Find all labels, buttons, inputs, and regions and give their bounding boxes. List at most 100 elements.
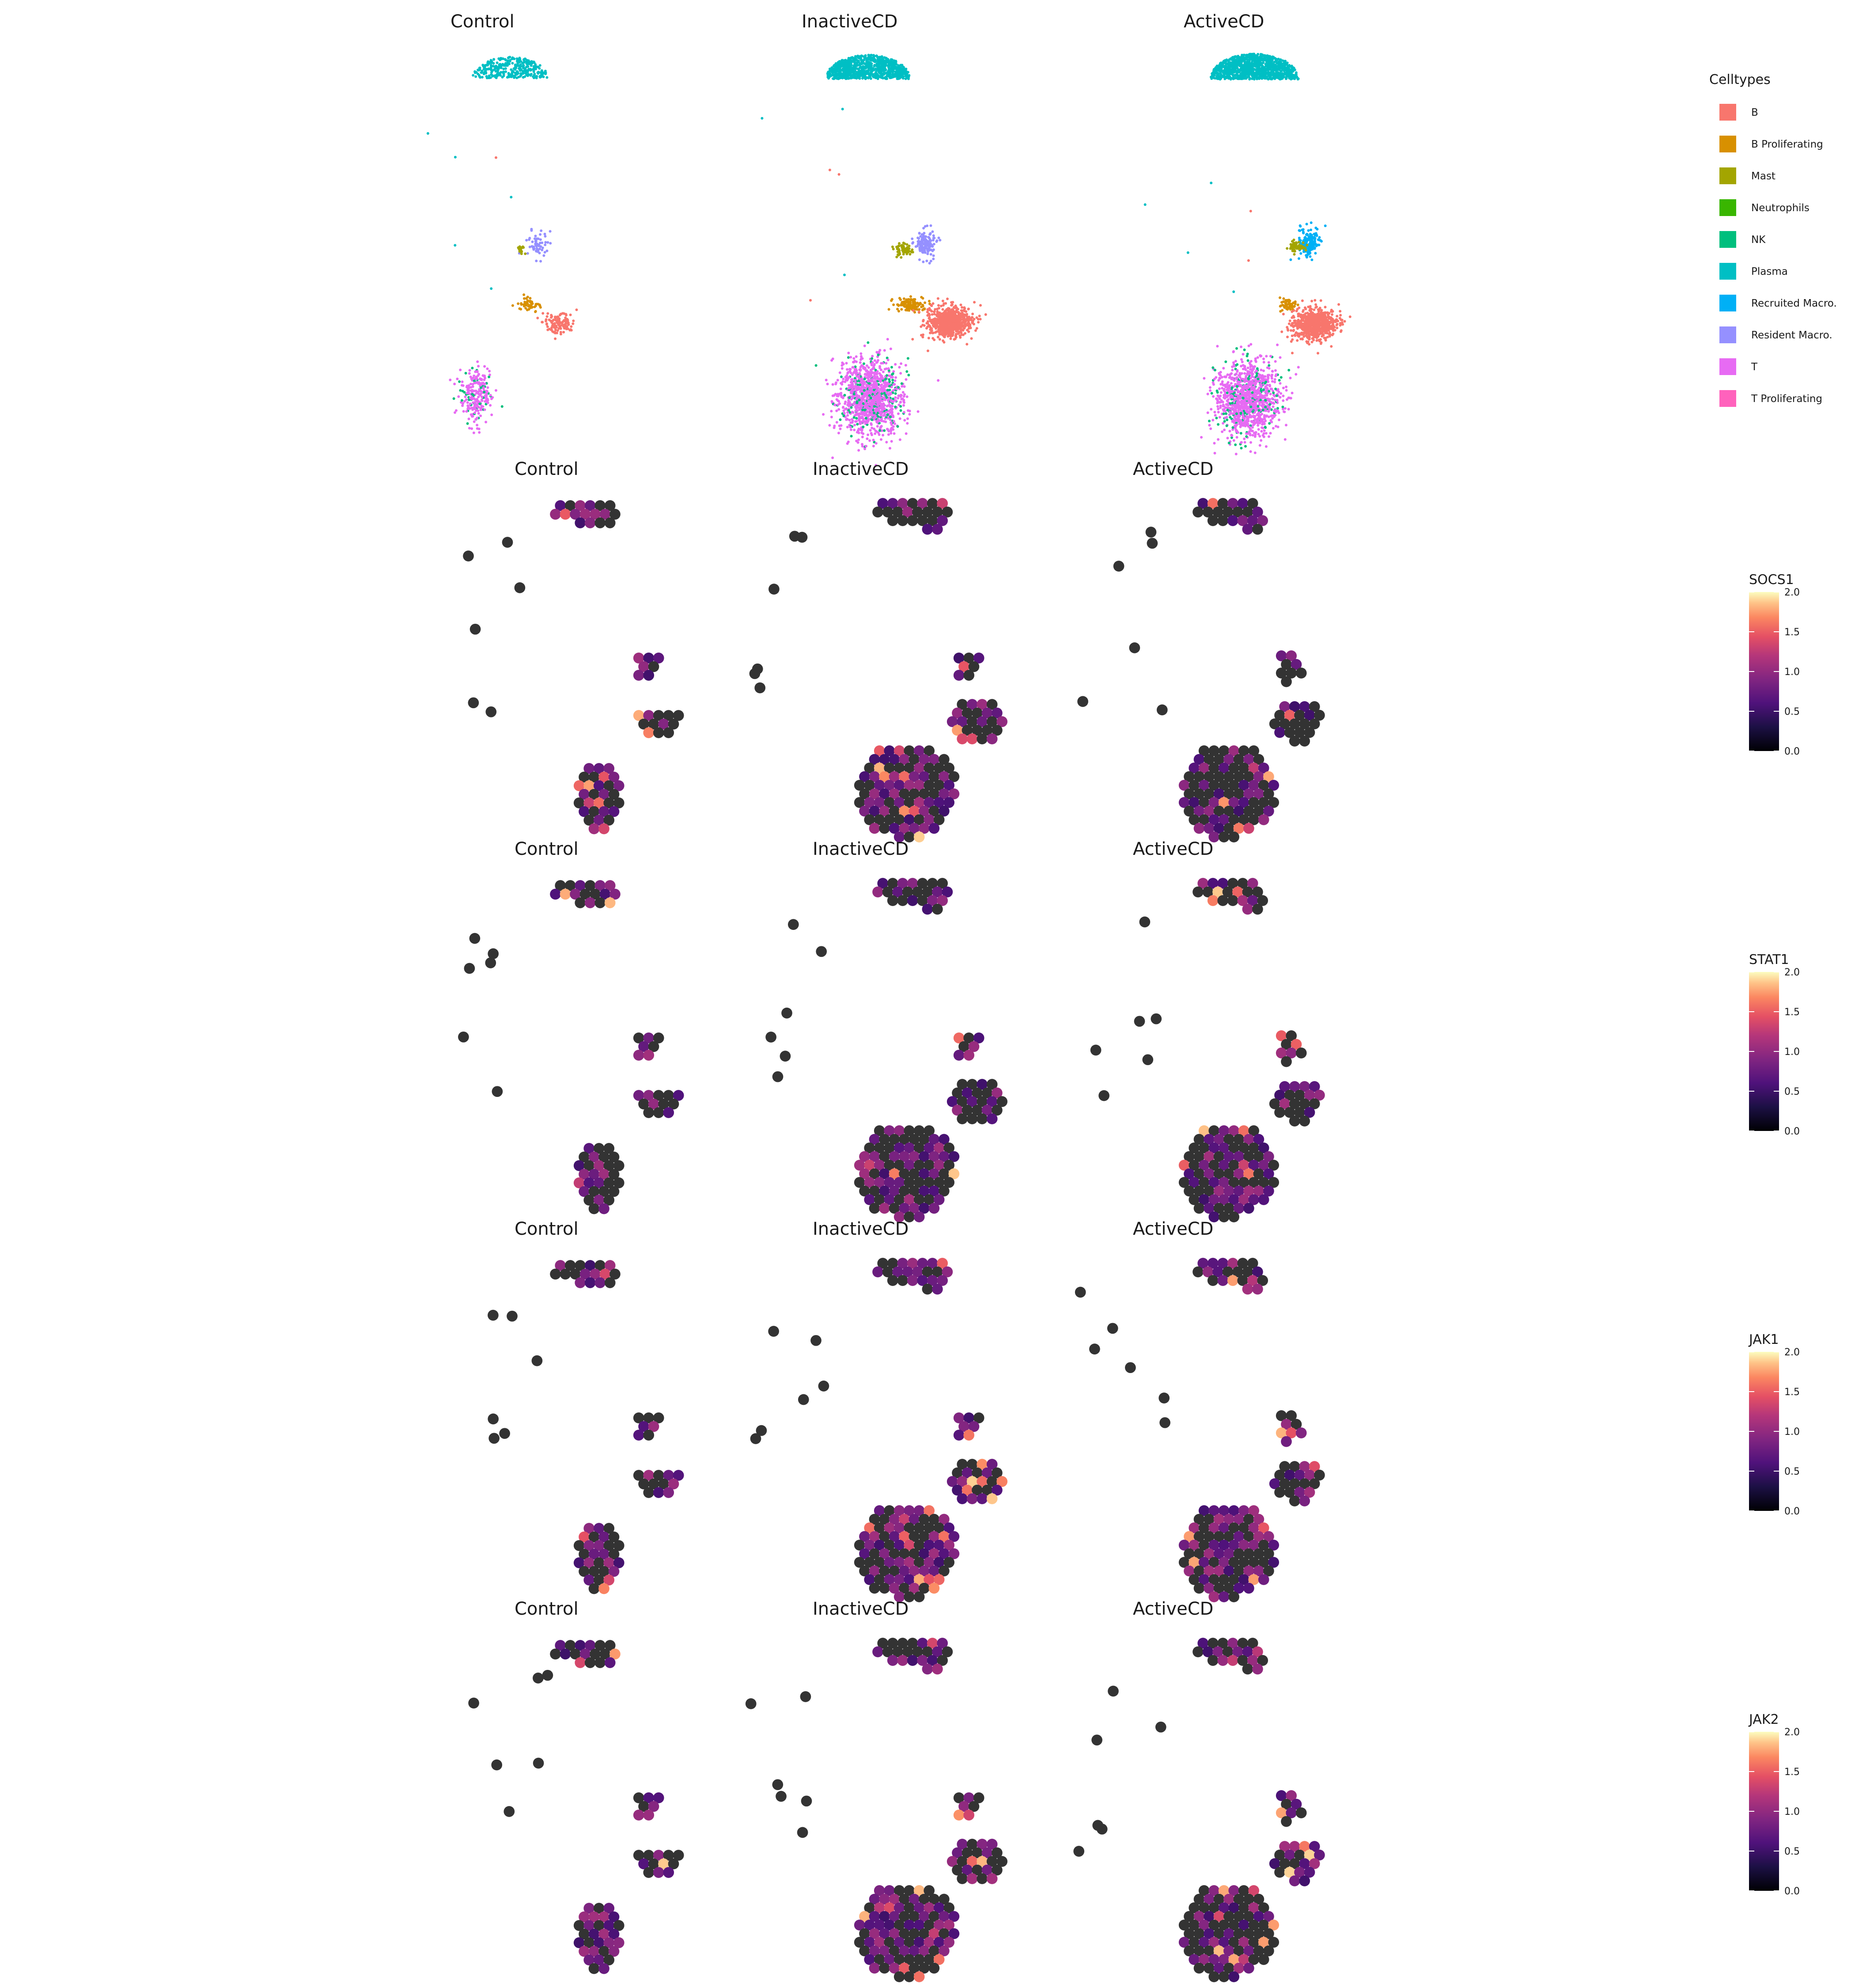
- cell-point: [468, 372, 471, 375]
- cell-point: [466, 407, 469, 410]
- cell-point: [878, 433, 881, 436]
- cell-point: [883, 429, 886, 432]
- cell-point: [906, 417, 909, 420]
- cell-point: [471, 383, 474, 386]
- cell-point: [879, 384, 882, 387]
- cell-point: [496, 68, 499, 72]
- cell-point: [525, 239, 528, 242]
- cell-point: [861, 443, 863, 446]
- cell-point: [872, 439, 875, 441]
- cell-point: [909, 253, 912, 256]
- cell-point: [528, 304, 531, 307]
- cell-point: [883, 349, 886, 352]
- cell-point: [875, 387, 878, 390]
- cell-point: [761, 117, 764, 120]
- cell-point: [865, 369, 868, 372]
- cell-point: [921, 323, 924, 326]
- cell-point: [872, 444, 875, 448]
- cell-point: [863, 367, 866, 370]
- cell-point: [1292, 67, 1295, 70]
- cell-point: [931, 245, 934, 248]
- cell-point: [859, 378, 862, 381]
- cell-point: [937, 304, 940, 307]
- cell-point: [542, 254, 545, 257]
- cell-point: [904, 68, 907, 72]
- cell-point: [907, 76, 910, 78]
- cell-point: [862, 59, 865, 62]
- cell-point: [469, 396, 472, 399]
- cell-point: [876, 404, 879, 407]
- cell-point: [846, 372, 849, 375]
- cell-point: [897, 253, 899, 256]
- cell-point: [907, 374, 910, 376]
- cell-point: [1280, 69, 1283, 72]
- cell-point: [525, 60, 528, 63]
- cell-point: [527, 307, 530, 311]
- cell-point: [502, 68, 505, 70]
- cell-point: [460, 399, 463, 402]
- cell-point: [902, 75, 905, 78]
- cell-point: [887, 308, 890, 311]
- cell-point: [855, 389, 858, 392]
- cell-point: [950, 328, 954, 331]
- cell-point: [898, 297, 901, 300]
- cell-point: [506, 62, 508, 65]
- cell-point: [558, 317, 561, 320]
- cell-point: [844, 376, 847, 379]
- cell-point: [886, 374, 888, 377]
- cell-point: [918, 232, 921, 235]
- cell-point: [892, 69, 895, 72]
- cell-point: [846, 417, 849, 421]
- cell-point: [873, 64, 876, 68]
- cell-point: [905, 247, 908, 250]
- cell-point: [1273, 77, 1276, 80]
- cell-point: [504, 70, 507, 73]
- cell-point: [881, 58, 884, 61]
- cell-point: [876, 395, 879, 398]
- cell-point: [852, 411, 855, 414]
- cell-point: [868, 418, 871, 421]
- cell-point: [851, 56, 854, 59]
- cell-point: [539, 238, 542, 241]
- cell-point: [470, 377, 473, 380]
- cell-point: [1291, 70, 1295, 73]
- cell-point: [465, 398, 468, 401]
- cell-point: [921, 336, 924, 338]
- cell-point: [878, 372, 881, 375]
- cell-point: [911, 242, 914, 245]
- cell-point: [933, 310, 936, 313]
- cell-point: [938, 338, 941, 341]
- cell-point: [529, 306, 532, 309]
- cell-point: [546, 328, 549, 331]
- cell-point: [845, 72, 848, 75]
- cell-point: [569, 328, 572, 331]
- cell-point: [901, 244, 904, 247]
- cell-point: [543, 232, 546, 235]
- cell-point: [1280, 67, 1283, 69]
- cell-point: [897, 386, 900, 389]
- cell-point: [859, 361, 862, 364]
- cell-point: [911, 250, 914, 254]
- cell-point: [905, 370, 909, 373]
- cell-point: [891, 245, 894, 248]
- cell-point: [946, 297, 949, 300]
- cell-point: [479, 414, 482, 417]
- cell-point: [890, 298, 893, 301]
- cell-point: [979, 318, 982, 321]
- cell-point: [851, 67, 854, 70]
- cell-point: [514, 63, 517, 66]
- cell-point: [903, 419, 906, 422]
- cell-point: [921, 239, 924, 242]
- cell-point: [861, 436, 864, 439]
- cell-point: [1287, 65, 1291, 68]
- cell-point: [491, 75, 494, 78]
- cell-point: [958, 312, 961, 315]
- cell-point: [489, 404, 492, 407]
- cell-point: [894, 406, 897, 408]
- cell-point: [510, 196, 513, 199]
- cell-point: [909, 298, 912, 301]
- cell-point: [876, 360, 879, 364]
- cell-point: [849, 59, 852, 62]
- cell-point: [886, 58, 890, 61]
- cell-point: [894, 60, 897, 63]
